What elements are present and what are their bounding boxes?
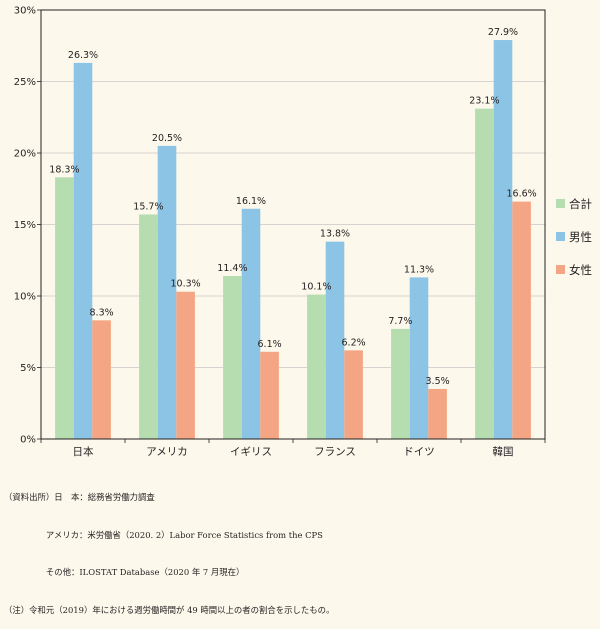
category-label: 韓国 — [493, 446, 514, 458]
category-label: フランス — [314, 446, 356, 458]
bar — [493, 40, 513, 439]
legend-swatch — [556, 199, 565, 208]
bar — [241, 208, 261, 439]
y-tick-label: 15% — [14, 220, 36, 231]
bar — [344, 350, 363, 439]
source-notes: （資料出所）日 本：総務省労働力調査 アメリカ：米労働省（2020. 2）Lab… — [4, 466, 334, 629]
bar — [73, 62, 93, 439]
legend-swatch — [556, 265, 565, 274]
y-tick-label: 20% — [14, 149, 36, 160]
category-label: 日本 — [73, 445, 94, 458]
bar — [512, 201, 531, 439]
y-axis-ticks: 0% 5% 10% 15% 20% 25% 30% — [14, 6, 41, 446]
legend-label: 女性 — [569, 263, 592, 277]
data-label: 11.3% — [404, 264, 434, 275]
data-label: 27.9% — [488, 27, 518, 38]
note-line: （資料出所）日 本：総務省労働力調査 — [4, 492, 155, 502]
bar — [139, 214, 158, 439]
grid-lines — [41, 9, 545, 440]
bar — [475, 108, 494, 440]
data-label: 13.8% — [320, 229, 350, 240]
bar — [157, 145, 177, 439]
bar — [391, 328, 410, 439]
bar-group — [55, 40, 531, 440]
y-tick-label: 0% — [20, 435, 36, 446]
bar — [428, 388, 447, 439]
legend-label: 合計 — [569, 197, 592, 211]
y-tick-label: 30% — [14, 6, 36, 17]
y-tick-label: 10% — [14, 292, 36, 303]
data-label: 11.4% — [217, 263, 247, 274]
bar — [307, 294, 326, 439]
data-labels: 18.3% 26.3% 8.3% 15.7% 20.5% 10.3% 11.4% 16.1% 6… — [49, 27, 536, 387]
data-label: 7.7% — [388, 316, 412, 327]
y-tick-label: 5% — [20, 363, 36, 374]
bar — [55, 177, 74, 439]
legend-swatch — [556, 232, 565, 241]
data-label: 20.5% — [152, 133, 182, 144]
y-tick-label: 25% — [14, 77, 36, 88]
data-label: 16.6% — [507, 189, 537, 200]
bar-chart: 0% 5% 10% 15% 20% 25% 30% 18.3% 26.3% 8.3% 15.7% 2… — [14, 6, 592, 459]
x-axis-categories: 日本 アメリカ イギリス フランス ドイツ 韓国 — [40, 439, 546, 458]
data-label: 6.2% — [342, 337, 366, 348]
bar — [176, 291, 195, 439]
legend-label: 男性 — [569, 230, 592, 244]
data-label: 8.3% — [90, 307, 114, 318]
bar — [223, 275, 242, 439]
data-label: 26.3% — [68, 50, 98, 61]
data-label: 18.3% — [49, 164, 79, 175]
data-label: 16.1% — [236, 196, 266, 207]
data-label: 10.1% — [301, 282, 331, 293]
category-label: アメリカ — [146, 446, 187, 458]
plot-frame — [40, 9, 546, 440]
data-label: 10.3% — [171, 279, 201, 290]
category-label: イギリス — [230, 446, 272, 458]
note-line: アメリカ：米労働省（2020. 2）Labor Force Statistics… — [4, 529, 323, 540]
data-label: 15.7% — [133, 201, 163, 212]
data-label: 3.5% — [426, 376, 450, 387]
bar — [260, 351, 279, 439]
bar — [92, 320, 111, 439]
bar — [325, 241, 345, 439]
category-label: ドイツ — [403, 446, 435, 458]
data-label: 6.1% — [258, 339, 282, 350]
bar — [409, 277, 429, 439]
note-line: その他：ILOSTAT Database（2020 年 7 月現在） — [4, 567, 245, 577]
note-line: （注）令和元（2019）年における週労働時間が 49 時間以上の者の割合を示した… — [4, 604, 335, 615]
data-label: 23.1% — [469, 96, 499, 107]
